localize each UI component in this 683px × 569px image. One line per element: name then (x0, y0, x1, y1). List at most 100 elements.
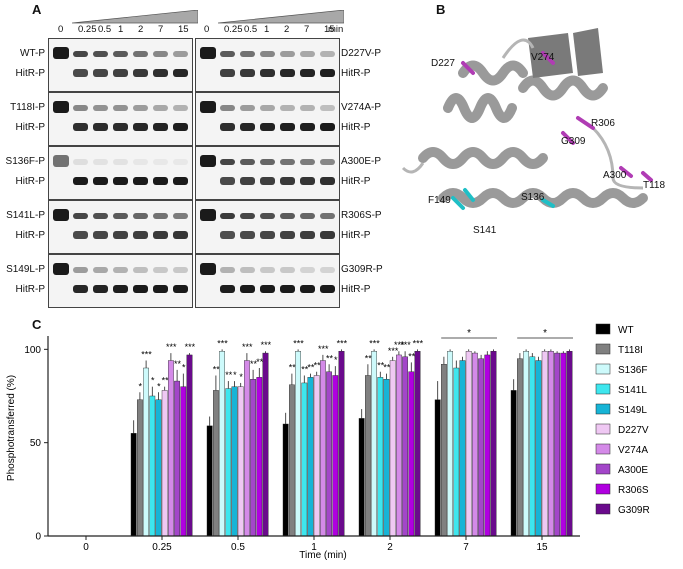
gel-band-phospho (280, 267, 295, 273)
gel-band-hitr (133, 123, 148, 131)
timepoint-label: 1 (264, 24, 270, 35)
gel-band-phospho (173, 105, 188, 111)
gel-blot (195, 38, 340, 92)
significance-star: *** (141, 350, 152, 360)
gel-band-phospho (280, 51, 295, 57)
timepoint-label: 2 (284, 24, 290, 35)
bar-G309R-1 (338, 351, 345, 537)
gel-band-hitr (153, 177, 168, 185)
significance-star: ** (162, 376, 170, 386)
gel-band-phospho (300, 213, 315, 219)
time-unit-label: min (328, 24, 344, 35)
significance-star: * (334, 355, 338, 365)
gel-band-hitr (260, 69, 275, 77)
gel-band-hitr (73, 285, 88, 293)
bar-A300E-2 (402, 356, 408, 537)
gel-band-phospho (200, 263, 216, 275)
significance-star: *** (369, 338, 380, 348)
gel-label-hitr: HitR-P (341, 176, 371, 187)
x-tick-label: 2 (387, 542, 393, 553)
gel-band-phospho (113, 267, 128, 273)
bar-S141L-0.25 (149, 395, 156, 537)
label-r306: R306 (591, 118, 615, 129)
protein-structure-panel: D227 V274 R306 G309 A300 T118 F149 S136 … (401, 28, 665, 236)
gel-band-phospho (153, 51, 168, 57)
significance-star: * (151, 376, 155, 386)
gel-band-hitr (320, 285, 335, 293)
label-t118: T118 (643, 180, 665, 191)
gel-band-phospho (320, 105, 335, 111)
gel-band-hitr (153, 69, 168, 77)
helix-group (418, 60, 648, 208)
bar-G309R-2 (414, 351, 421, 537)
gel-band-hitr (220, 177, 235, 185)
x-tick-label: 0 (83, 542, 89, 553)
bar-R306S-2 (408, 371, 415, 537)
gel-label-mutant: D227V-P (341, 48, 382, 59)
x-tick-label: 0.5 (231, 542, 245, 553)
timepoint-label: 7 (158, 24, 164, 35)
timepoint-label: 1 (118, 24, 124, 35)
gel-band-hitr (320, 231, 335, 239)
gel-band-hitr (240, 123, 255, 131)
bar-S149L-7 (459, 360, 466, 537)
gel-band-phospho (300, 159, 315, 165)
significance-star: * (543, 328, 547, 339)
bar-S136F-7 (447, 351, 453, 537)
gel-label-hitr: HitR-P (341, 122, 371, 133)
x-tick-label: 0.25 (152, 542, 172, 553)
legend-label: T118I (618, 345, 643, 356)
bar-G309R-0.25 (186, 354, 193, 537)
bar-T118I-2 (365, 375, 371, 537)
significance-star: ** (307, 363, 315, 373)
gel-blot (48, 254, 193, 308)
gel-band-hitr (113, 285, 128, 293)
gel-band-hitr (73, 231, 88, 239)
gel-band-hitr (280, 231, 295, 239)
significance-star: *** (166, 342, 177, 352)
gel-label-mutant: V274A-P (341, 102, 382, 113)
gel-band-hitr (173, 177, 188, 185)
bar-T118I-7 (441, 364, 447, 537)
bar-S141L-2 (377, 377, 384, 537)
label-f149: F149 (428, 195, 451, 206)
gel-band-phospho (153, 159, 168, 165)
gel-blot (48, 200, 193, 254)
bar-R306S-1 (332, 375, 339, 537)
gel-band-phospho (200, 155, 216, 167)
significance-star: ** (301, 364, 309, 374)
significance-star: ** (174, 359, 182, 369)
bar-D227V-0.25 (161, 390, 168, 537)
gel-band-hitr (133, 285, 148, 293)
gel-band-hitr (93, 285, 108, 293)
bar-G309R-0.5 (262, 352, 269, 537)
bar-D227V-1 (313, 375, 320, 537)
gel-band-hitr (240, 177, 255, 185)
gel-band-phospho (260, 213, 275, 219)
gel-label-hitr: HitR-P (15, 122, 45, 133)
legend-label: S141L (618, 385, 647, 396)
gel-band-hitr (300, 123, 315, 131)
gel-blot (48, 92, 193, 146)
bar-S149L-0.5 (231, 386, 238, 537)
gel-band-hitr (240, 285, 255, 293)
gel-band-phospho (220, 51, 235, 57)
gel-band-hitr (280, 177, 295, 185)
axes-layer: 0 0.25 0.5 1 2 7 15 0 50 100 (24, 336, 580, 553)
gel-band-hitr (173, 231, 188, 239)
gel-band-phospho (320, 267, 335, 273)
legend-label: R306S (618, 485, 649, 496)
gel-band-hitr (93, 231, 108, 239)
gel-band-phospho (200, 101, 216, 113)
gel-blot (195, 254, 340, 308)
gel-band-phospho (240, 51, 255, 57)
gel-band-phospho (153, 213, 168, 219)
significance-star: ** (383, 363, 391, 373)
bar-V274A-2 (396, 354, 402, 537)
legend-label: A300E (618, 465, 648, 476)
label-s141: S141 (473, 225, 497, 236)
legend-label: D227V (618, 425, 649, 436)
mutation-sticks-magenta (461, 51, 653, 182)
gel-band-phospho (240, 159, 255, 165)
timepoint-label: 0 (204, 24, 210, 35)
